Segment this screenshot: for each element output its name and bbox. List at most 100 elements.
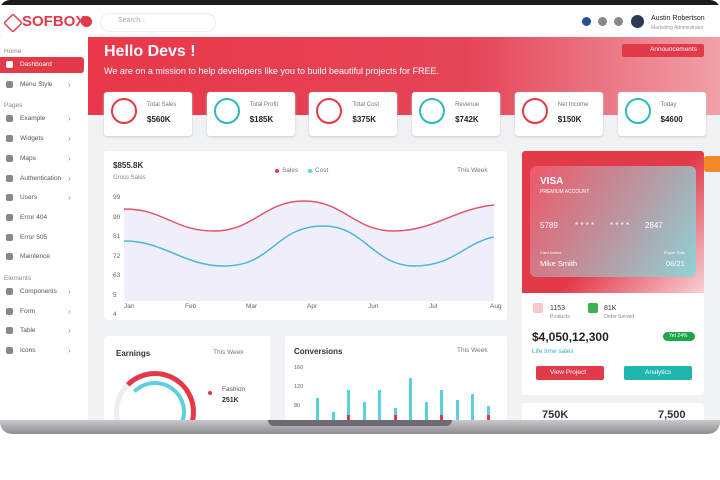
bottom-value: 750K bbox=[542, 409, 569, 420]
top-icon[interactable] bbox=[598, 17, 607, 26]
menu-toggle[interactable] bbox=[81, 16, 92, 27]
sidebar-item[interactable]: Maintence bbox=[20, 253, 50, 261]
y-tick-label: 90 bbox=[113, 213, 121, 221]
card-brand: VISA bbox=[540, 176, 564, 187]
avatar[interactable] bbox=[631, 15, 644, 28]
badge-bg bbox=[663, 332, 695, 341]
conversions-title: Conversions bbox=[294, 347, 343, 356]
y-tick-label: 99 bbox=[113, 194, 121, 201]
sidebar-item[interactable]: Users bbox=[20, 194, 37, 202]
bar bbox=[440, 390, 443, 420]
bar bbox=[424, 402, 428, 420]
stat-value: $560K bbox=[147, 115, 171, 124]
credit-card bbox=[530, 166, 696, 277]
chevron: › bbox=[68, 346, 71, 356]
bar-segment bbox=[347, 415, 350, 420]
y-tick-label: 80 bbox=[294, 403, 301, 409]
stat-label: Net Income bbox=[557, 102, 589, 108]
sidebar-icon bbox=[6, 307, 13, 315]
screen-area: SOFBOX Search... Austin Robertson Marketing… bbox=[0, 5, 720, 420]
top-icon[interactable] bbox=[582, 17, 591, 26]
chevron: › bbox=[68, 173, 71, 183]
stat-label: Today bbox=[660, 102, 677, 108]
search-placeholder: Search... bbox=[118, 17, 147, 24]
action-button[interactable] bbox=[624, 366, 692, 380]
sidebar-item[interactable]: Widgets bbox=[20, 135, 44, 143]
sidebar-icon bbox=[6, 327, 13, 335]
cost-line bbox=[124, 225, 494, 267]
x-tick-label: Jan bbox=[124, 303, 135, 310]
sidebar-icon bbox=[6, 288, 13, 295]
action-button[interactable] bbox=[536, 366, 604, 380]
bar-segment bbox=[440, 415, 443, 420]
sidebar-item[interactable]: Error 404 bbox=[20, 213, 48, 221]
earnings-title: Earnings bbox=[116, 349, 151, 358]
legend-dot bbox=[275, 169, 279, 173]
sidebar-item[interactable]: Authentication bbox=[20, 174, 62, 182]
stat-value: $150K bbox=[557, 115, 582, 124]
bar bbox=[362, 402, 366, 420]
sidebar-icon bbox=[6, 115, 13, 123]
sidebar-section: Elements bbox=[4, 275, 32, 282]
stat-ring bbox=[111, 98, 137, 124]
sidebar-item[interactable]: Components bbox=[20, 288, 57, 295]
y-tick-label: 4 bbox=[113, 311, 117, 318]
chevron: › bbox=[68, 306, 71, 316]
y-tick-label: 81 bbox=[113, 233, 121, 240]
orders-label: Order Served bbox=[604, 314, 635, 320]
card-expire: 06/21 bbox=[666, 259, 685, 268]
top-icon[interactable] bbox=[614, 17, 623, 26]
orders-icon bbox=[588, 303, 598, 313]
user-role: Marketing Administrator bbox=[651, 25, 704, 31]
stat-label: Total Cost bbox=[352, 102, 380, 108]
sidebar-item[interactable]: Example bbox=[20, 115, 46, 123]
card-holder: Mike Smith bbox=[540, 259, 578, 268]
sidebar-item[interactable]: Dashboard bbox=[20, 61, 52, 68]
bar bbox=[471, 394, 474, 420]
bar bbox=[347, 390, 350, 420]
sidebar-icon bbox=[6, 135, 13, 143]
sidebar-item[interactable]: Form bbox=[20, 307, 36, 315]
brand: SOFBOX bbox=[22, 13, 86, 30]
action-label: Analytics bbox=[645, 369, 672, 376]
x-tick-label: Apr bbox=[307, 303, 318, 310]
orders-value: 81K bbox=[604, 305, 617, 312]
sidebar-section: Home bbox=[4, 48, 22, 55]
sidebar-item[interactable]: Table bbox=[20, 327, 36, 335]
card-number: * * * * bbox=[610, 221, 630, 230]
bar bbox=[409, 378, 412, 420]
chevron: › bbox=[68, 326, 71, 336]
sales-area bbox=[124, 201, 494, 301]
stat-label: Revenue bbox=[455, 102, 480, 108]
sidebar-item[interactable]: Menu Style bbox=[20, 80, 53, 88]
x-tick-label: Feb bbox=[185, 303, 197, 310]
sales-waves bbox=[124, 200, 494, 301]
conversions-filter[interactable]: This Week bbox=[457, 347, 488, 354]
earnings-filter[interactable]: This Week bbox=[213, 349, 244, 356]
card-tier: PREMIUM ACCOUNT bbox=[540, 189, 590, 195]
legend-label: Sales bbox=[282, 167, 299, 174]
bar bbox=[316, 398, 319, 420]
sidebar-item[interactable]: Maps bbox=[20, 154, 36, 162]
sales-filter[interactable]: This Week bbox=[457, 167, 488, 174]
sales-line bbox=[124, 200, 494, 232]
sidebar-item[interactable]: Error 505 bbox=[20, 233, 48, 241]
y-tick-label: 120 bbox=[294, 384, 304, 390]
chevron: › bbox=[68, 287, 71, 296]
card-holder-label: Card holder bbox=[540, 250, 561, 255]
stat-value: $742K bbox=[455, 115, 479, 124]
sidebar-icon bbox=[6, 194, 13, 202]
bar-segment bbox=[486, 415, 490, 420]
chevron: › bbox=[68, 79, 71, 89]
search-box[interactable] bbox=[100, 13, 216, 32]
settings-tab[interactable] bbox=[704, 156, 720, 172]
legend-dot bbox=[308, 169, 312, 173]
chevron: › bbox=[68, 153, 71, 163]
x-tick-label: Jul bbox=[429, 303, 438, 310]
sidebar-icon bbox=[6, 213, 13, 221]
chevron: › bbox=[68, 193, 71, 203]
badge: Yet 24% bbox=[669, 333, 688, 339]
stat-ring bbox=[419, 98, 446, 124]
announce-button[interactable] bbox=[622, 44, 704, 57]
sidebar-item[interactable]: Icons bbox=[20, 347, 36, 355]
